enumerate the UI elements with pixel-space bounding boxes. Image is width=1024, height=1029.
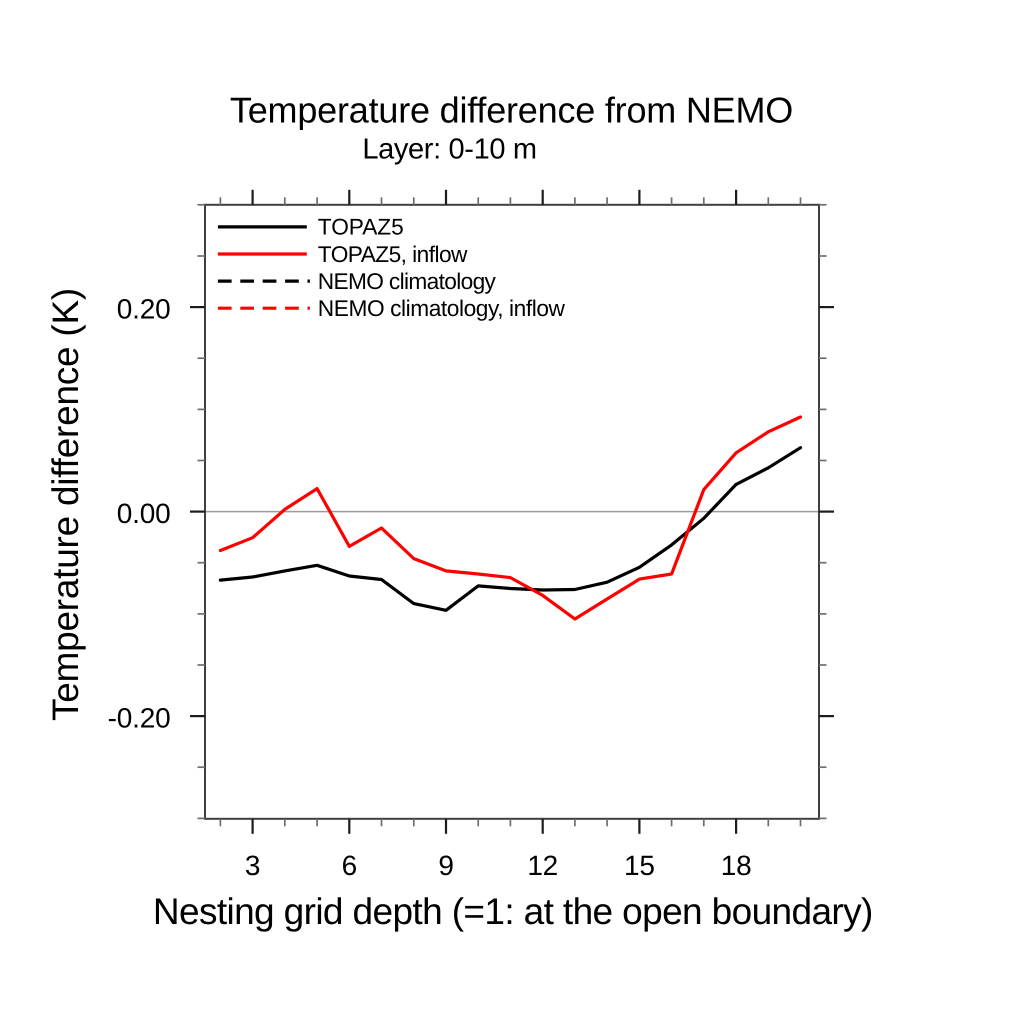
svg-text:15: 15 xyxy=(624,850,655,881)
svg-text:NEMO climatology: NEMO climatology xyxy=(318,268,497,294)
svg-text:18: 18 xyxy=(721,850,752,881)
svg-text:-0.20: -0.20 xyxy=(108,702,171,733)
svg-text:0.00: 0.00 xyxy=(117,498,171,529)
svg-text:12: 12 xyxy=(527,850,558,881)
svg-text:TOPAZ5: TOPAZ5 xyxy=(318,214,404,240)
svg-text:3: 3 xyxy=(245,850,260,881)
svg-text:Temperature difference (K): Temperature difference (K) xyxy=(45,288,86,721)
svg-text:0.20: 0.20 xyxy=(117,293,171,324)
svg-text:Layer: 0-10 m: Layer: 0-10 m xyxy=(362,134,536,166)
svg-text:6: 6 xyxy=(342,850,357,881)
svg-text:Nesting grid depth (=1: at the: Nesting grid depth (=1: at the open boun… xyxy=(153,891,873,932)
svg-text:9: 9 xyxy=(438,850,453,881)
svg-text:NEMO climatology, inflow: NEMO climatology, inflow xyxy=(318,295,566,321)
svg-text:TOPAZ5, inflow: TOPAZ5, inflow xyxy=(318,241,468,267)
svg-text:Temperature difference from NE: Temperature difference from NEMO xyxy=(230,89,793,130)
